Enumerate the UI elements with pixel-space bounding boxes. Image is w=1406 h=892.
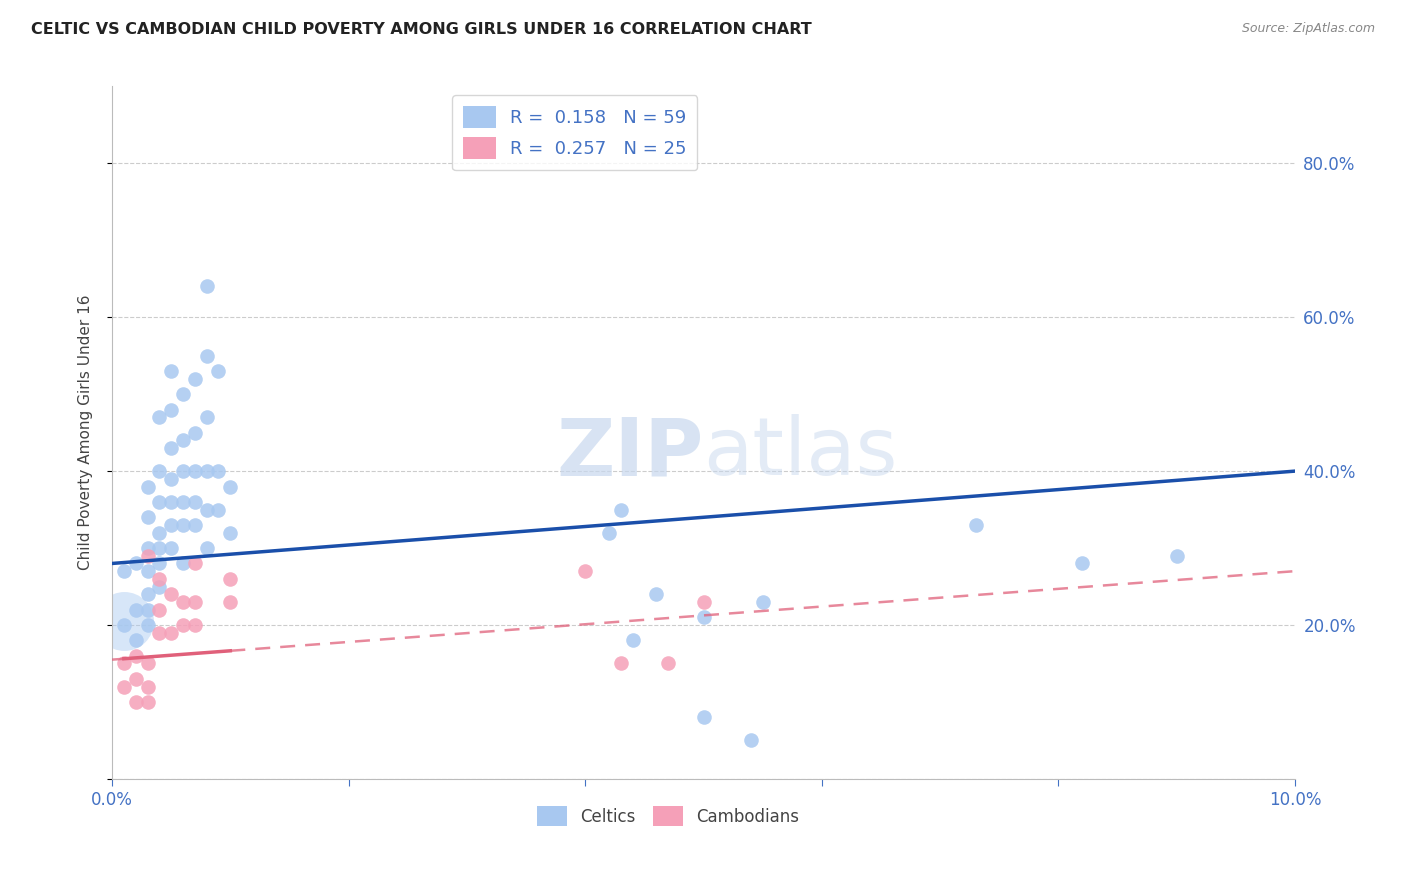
Point	[195, 464, 218, 478]
Point	[172, 464, 194, 478]
Point	[136, 564, 159, 578]
Point	[136, 549, 159, 563]
Point	[172, 434, 194, 448]
Point	[1166, 549, 1188, 563]
Point	[148, 410, 170, 425]
Point	[207, 502, 229, 516]
Point	[184, 518, 207, 533]
Point	[740, 733, 762, 747]
Point	[195, 502, 218, 516]
Text: atlas: atlas	[703, 415, 898, 492]
Point	[184, 557, 207, 571]
Point	[219, 525, 242, 540]
Point	[172, 387, 194, 401]
Point	[148, 541, 170, 555]
Point	[148, 572, 170, 586]
Point	[136, 541, 159, 555]
Point	[692, 610, 714, 624]
Point	[148, 525, 170, 540]
Point	[1071, 557, 1094, 571]
Text: Source: ZipAtlas.com: Source: ZipAtlas.com	[1241, 22, 1375, 36]
Point	[125, 633, 148, 648]
Point	[609, 657, 631, 671]
Point	[112, 614, 135, 628]
Point	[125, 672, 148, 686]
Point	[136, 618, 159, 632]
Point	[148, 495, 170, 509]
Point	[965, 518, 987, 533]
Point	[136, 479, 159, 493]
Point	[160, 495, 183, 509]
Point	[148, 464, 170, 478]
Text: CELTIC VS CAMBODIAN CHILD POVERTY AMONG GIRLS UNDER 16 CORRELATION CHART: CELTIC VS CAMBODIAN CHILD POVERTY AMONG …	[31, 22, 811, 37]
Point	[184, 595, 207, 609]
Point	[184, 425, 207, 440]
Point	[692, 710, 714, 724]
Point	[160, 441, 183, 455]
Point	[598, 525, 620, 540]
Point	[112, 680, 135, 694]
Point	[751, 595, 773, 609]
Point	[148, 557, 170, 571]
Point	[160, 541, 183, 555]
Point	[136, 695, 159, 709]
Point	[160, 402, 183, 417]
Point	[160, 518, 183, 533]
Point	[195, 279, 218, 293]
Point	[125, 648, 148, 663]
Point	[136, 657, 159, 671]
Point	[136, 587, 159, 601]
Point	[195, 349, 218, 363]
Point	[692, 595, 714, 609]
Point	[609, 502, 631, 516]
Point	[657, 657, 679, 671]
Point	[160, 625, 183, 640]
Point	[172, 557, 194, 571]
Point	[160, 364, 183, 378]
Point	[160, 472, 183, 486]
Point	[207, 364, 229, 378]
Point	[184, 618, 207, 632]
Point	[621, 633, 644, 648]
Point	[125, 695, 148, 709]
Point	[125, 602, 148, 616]
Point	[172, 518, 194, 533]
Point	[195, 541, 218, 555]
Point	[125, 557, 148, 571]
Point	[207, 464, 229, 478]
Point	[184, 464, 207, 478]
Point	[219, 572, 242, 586]
Point	[136, 680, 159, 694]
Point	[112, 618, 135, 632]
Point	[136, 602, 159, 616]
Point	[172, 618, 194, 632]
Point	[136, 510, 159, 524]
Point	[112, 564, 135, 578]
Point	[219, 479, 242, 493]
Point	[160, 587, 183, 601]
Point	[195, 410, 218, 425]
Point	[184, 372, 207, 386]
Point	[172, 595, 194, 609]
Point	[148, 580, 170, 594]
Text: ZIP: ZIP	[557, 415, 703, 492]
Point	[184, 495, 207, 509]
Y-axis label: Child Poverty Among Girls Under 16: Child Poverty Among Girls Under 16	[79, 295, 93, 570]
Point	[148, 625, 170, 640]
Point	[574, 564, 596, 578]
Point	[645, 587, 668, 601]
Point	[172, 495, 194, 509]
Point	[148, 602, 170, 616]
Legend: Celtics, Cambodians: Celtics, Cambodians	[530, 799, 806, 833]
Point	[219, 595, 242, 609]
Point	[112, 657, 135, 671]
